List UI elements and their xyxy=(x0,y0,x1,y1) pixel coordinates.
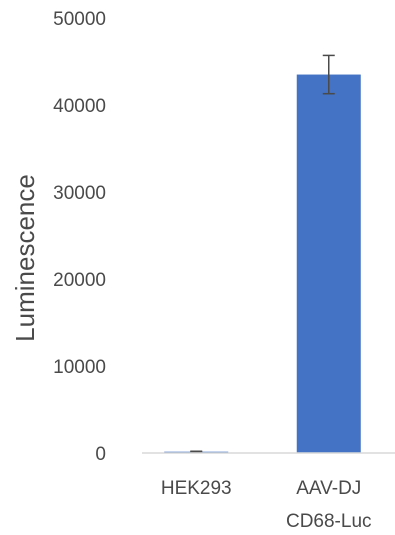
error-bars xyxy=(190,54,335,453)
x-axis-category-labels: HEK293 AAV-DJ CD68-Luc xyxy=(161,478,372,532)
y-tick-label: 10000 xyxy=(53,357,106,378)
y-axis-title: Luminescence xyxy=(10,174,40,342)
y-tick-label: 0 xyxy=(95,444,106,465)
x-category-label: HEK293 xyxy=(161,478,232,499)
y-tick-label: 40000 xyxy=(53,96,106,117)
bars xyxy=(164,74,361,454)
x-category-label: CD68-Luc xyxy=(286,511,372,532)
y-tick-label: 20000 xyxy=(53,270,106,291)
y-tick-label: 50000 xyxy=(53,9,106,30)
error-bar xyxy=(190,450,203,453)
bar xyxy=(296,74,361,454)
y-tick-label: 30000 xyxy=(53,183,106,204)
x-category-label: AAV-DJ xyxy=(296,478,361,499)
y-axis-tick-labels: 0 10000 20000 30000 40000 50000 xyxy=(53,9,106,465)
error-bar xyxy=(322,54,335,95)
